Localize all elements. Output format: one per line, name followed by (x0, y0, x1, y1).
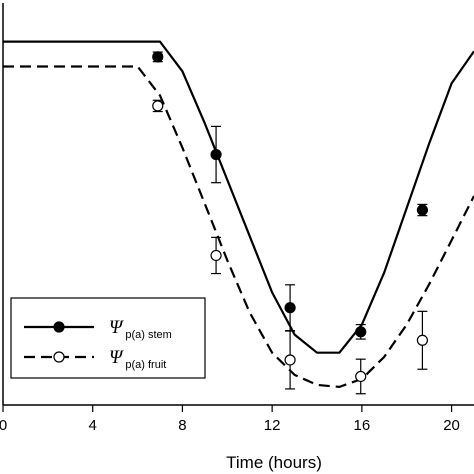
data-point-fruit-4 (416, 334, 429, 346)
data-point-stem-1 (210, 148, 222, 161)
series-line-stem (3, 40, 474, 354)
data-point-stem-0 (152, 51, 164, 63)
legend-symbol-stem: Ψ (109, 317, 124, 338)
data-point-stem-2 (284, 302, 296, 314)
x-tick-label-8: 8 (178, 417, 186, 434)
legend-subscript-fruit: p(a) fruit (125, 359, 166, 371)
legend-box (10, 297, 206, 379)
legend-marker-fruit (53, 351, 65, 363)
data-point-fruit-0 (152, 100, 164, 112)
series-line-fruit (3, 65, 474, 388)
x-axis-title: Time (hours) (226, 453, 322, 472)
data-point-stem-3 (355, 326, 367, 338)
data-point-fruit-1 (210, 249, 222, 262)
data-points (152, 51, 429, 395)
x-tick-label-0: 0 (0, 417, 7, 434)
data-point-stem-4 (416, 204, 429, 216)
x-tick-label-4: 4 (89, 417, 97, 434)
model-lines (3, 40, 474, 388)
data-point-fruit-2 (284, 354, 296, 366)
x-tick-label-12: 12 (264, 417, 281, 434)
data-point-fruit-3 (355, 370, 367, 383)
x-tick-label-20: 20 (443, 417, 460, 434)
axes: 0 4 8 12 16 20 (0, 3, 474, 434)
x-tick-label-16: 16 (354, 417, 371, 434)
legend-symbol-fruit: Ψ (109, 347, 124, 368)
legend-marker-stem (53, 321, 65, 333)
legend-subscript-stem: p(a) stem (125, 329, 171, 341)
